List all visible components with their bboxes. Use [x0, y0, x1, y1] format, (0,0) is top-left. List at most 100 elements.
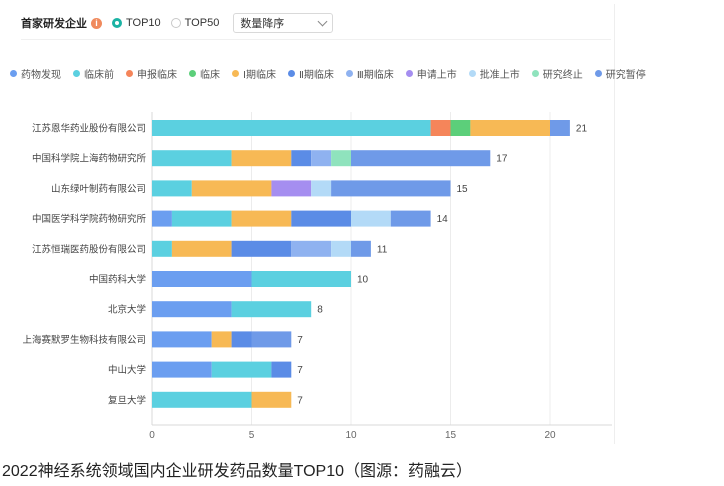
- legend-label: 临床前: [84, 70, 114, 81]
- chart-legend: 药物发现 临床前 申报临床 临床 Ⅰ期临床 Ⅱ期临床 Ⅲ期临床 申请上市 批准上市 研究终止 研究暂…: [10, 66, 658, 81]
- y-category-label: 江苏恩华药业股份有限公司: [32, 123, 146, 135]
- bar-segment: [470, 120, 550, 136]
- legend-item[interactable]: 研究终止: [531, 66, 583, 81]
- y-category-label: 中国医学科学院药物研究所: [32, 213, 147, 225]
- x-tick-label: 10: [345, 430, 357, 441]
- bar-total-label: 7: [297, 335, 303, 346]
- radio-top10-label: TOP10: [126, 17, 161, 29]
- bar-segment: [271, 361, 292, 378]
- legend-label: 临床: [200, 70, 220, 81]
- bar-segment: [231, 150, 292, 167]
- legend-label: 研究暂停: [605, 70, 646, 81]
- legend-dot: [594, 70, 602, 77]
- sort-select-value: 数量降序: [240, 18, 285, 30]
- bar-segment: [211, 331, 232, 348]
- x-tick-label: 15: [445, 430, 457, 441]
- bar-segment: [331, 240, 351, 257]
- legend-item[interactable]: Ⅲ期临床: [345, 66, 394, 81]
- y-category-label: 中国药科大学: [89, 274, 146, 286]
- legend-dot: [126, 70, 133, 77]
- bar-segment: [450, 120, 471, 136]
- radio-top10[interactable]: TOP10: [112, 17, 161, 29]
- y-category-label: 上海赛默罗生物科技有限公司: [22, 334, 146, 346]
- stacked-bar-chart: 0 5 10 15 20 江苏恩华药业股份有限公司 21 中国科学院上海药物研究所 17 山东绿叶…: [22, 112, 612, 441]
- radio-top50-label: TOP50: [184, 17, 220, 29]
- legend-label: Ⅰ期临床: [243, 70, 276, 81]
- toolbar-divider: [21, 39, 611, 40]
- x-tick-label: 0: [149, 430, 155, 441]
- legend-label: 研究终止: [542, 70, 583, 81]
- legend-item[interactable]: 研究暂停: [594, 66, 646, 81]
- legend-dot: [189, 70, 196, 77]
- legend-dot: [10, 70, 17, 77]
- bar-segment: [152, 150, 232, 167]
- legend-item[interactable]: 临床前: [73, 66, 114, 81]
- bar-total-label: 8: [317, 305, 323, 316]
- bar-total-label: 7: [297, 365, 303, 376]
- bar-segment: [152, 210, 172, 227]
- bar-segment: [152, 331, 212, 348]
- legend-item[interactable]: 批准上市: [468, 66, 520, 81]
- radio-top50[interactable]: TOP50: [170, 17, 220, 29]
- bar-segment: [271, 180, 312, 197]
- legend-item[interactable]: 临床: [189, 66, 220, 81]
- legend-dot: [287, 70, 295, 77]
- bar-segment: [251, 271, 351, 287]
- bar-segment: [291, 150, 312, 167]
- bar-segment: [152, 180, 192, 197]
- legend-dot: [345, 70, 353, 77]
- bar-segment: [231, 210, 292, 227]
- bar-segment: [251, 391, 292, 408]
- bar-segment: [211, 361, 272, 378]
- y-category-label: 中国科学院上海药物研究所: [32, 153, 147, 165]
- bar-segment: [152, 391, 252, 408]
- bar-segment: [390, 210, 431, 227]
- legend-label: Ⅱ期临床: [298, 70, 334, 81]
- bar-segment: [331, 150, 351, 167]
- y-category-label: 中山大学: [108, 364, 146, 376]
- bar-total-label: 21: [576, 124, 588, 135]
- toolbar-title: 首家研发企业: [21, 18, 87, 30]
- bar-segment: [351, 150, 491, 167]
- legend-item[interactable]: Ⅱ期临床: [287, 66, 334, 81]
- radio-top50-dot[interactable]: [170, 18, 181, 28]
- legend-item[interactable]: 申报临床: [126, 66, 177, 81]
- bar-segment: [231, 301, 312, 318]
- legend-label: Ⅲ期临床: [356, 70, 394, 81]
- x-tick-label: 5: [249, 430, 255, 441]
- figure-caption: 2022神经系统领域国内企业研发药品数量TOP10（图源：药融云）: [2, 463, 472, 480]
- legend-dot: [468, 70, 476, 77]
- bar-segment: [152, 120, 431, 136]
- bar-segment: [291, 210, 351, 227]
- bar-segment: [152, 271, 252, 287]
- bar-total-label: 11: [377, 244, 388, 255]
- bar-total-label: 7: [297, 395, 303, 406]
- legend-item[interactable]: 药物发现: [10, 66, 61, 81]
- x-tick-label: 20: [544, 430, 556, 441]
- bar-segment: [231, 331, 252, 348]
- legend-dot: [73, 70, 80, 77]
- y-category-label: 江苏恒瑞医药股份有限公司: [32, 243, 146, 255]
- bar-segment: [351, 210, 391, 227]
- legend-label: 药物发现: [21, 70, 61, 81]
- legend-dot: [405, 70, 413, 77]
- bar-segment: [231, 240, 292, 257]
- legend-item[interactable]: Ⅰ期临床: [232, 66, 276, 81]
- y-category-label: 北京大学: [108, 304, 146, 316]
- bar-total-label: 15: [457, 184, 469, 195]
- legend-item[interactable]: 申请上市: [405, 66, 457, 81]
- legend-label: 申请上市: [416, 70, 457, 81]
- legend-label: 批准上市: [479, 70, 520, 81]
- legend-label: 申报临床: [137, 70, 177, 81]
- legend-dot: [232, 70, 239, 77]
- bar-segment: [291, 240, 332, 257]
- radio-top10-dot[interactable]: [112, 18, 122, 28]
- bar-total-label: 14: [437, 214, 449, 225]
- sort-select[interactable]: 数量降序: [233, 13, 334, 33]
- bar-segment: [191, 180, 272, 197]
- y-category-label: 复旦大学: [108, 394, 146, 406]
- info-icon[interactable]: i: [91, 17, 102, 29]
- bar-segment: [171, 240, 232, 257]
- bar-segment: [311, 180, 332, 197]
- bar-segment: [351, 240, 371, 257]
